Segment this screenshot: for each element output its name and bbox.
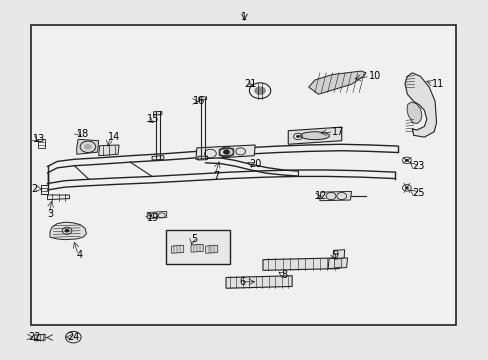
Circle shape (84, 144, 92, 150)
Polygon shape (404, 73, 436, 137)
Text: 14: 14 (108, 132, 121, 142)
Circle shape (64, 229, 69, 233)
Text: 5: 5 (191, 234, 197, 244)
Polygon shape (50, 222, 86, 240)
Circle shape (254, 86, 265, 95)
Polygon shape (34, 334, 45, 341)
Text: 22: 22 (28, 332, 41, 342)
Text: 10: 10 (368, 71, 380, 81)
Polygon shape (319, 192, 351, 201)
Text: 19: 19 (147, 212, 159, 222)
Polygon shape (219, 149, 233, 156)
Polygon shape (406, 102, 421, 123)
Polygon shape (77, 139, 99, 154)
Text: 24: 24 (67, 332, 79, 342)
Text: 17: 17 (331, 127, 344, 137)
Text: 4: 4 (77, 250, 82, 260)
Polygon shape (196, 145, 255, 159)
Polygon shape (287, 127, 341, 144)
Circle shape (404, 159, 408, 162)
Circle shape (295, 135, 299, 138)
Text: 11: 11 (431, 78, 443, 89)
Text: 20: 20 (249, 159, 261, 169)
Text: 23: 23 (411, 161, 424, 171)
Bar (30, 24, 455, 325)
Bar (165, 230, 229, 264)
Circle shape (69, 334, 77, 340)
Polygon shape (334, 258, 341, 267)
Text: 16: 16 (193, 96, 205, 107)
Text: 8: 8 (281, 270, 286, 280)
Text: 15: 15 (147, 114, 159, 124)
Polygon shape (205, 246, 217, 253)
Text: 25: 25 (411, 188, 424, 198)
Text: 18: 18 (77, 129, 89, 139)
Polygon shape (308, 71, 366, 94)
Polygon shape (191, 244, 203, 252)
Circle shape (223, 150, 229, 155)
Polygon shape (263, 258, 339, 270)
Text: 9: 9 (331, 250, 338, 260)
Text: 21: 21 (244, 78, 256, 89)
Text: 1: 1 (241, 13, 247, 22)
Polygon shape (327, 258, 347, 269)
Ellipse shape (300, 132, 329, 140)
Text: 13: 13 (33, 134, 45, 144)
Circle shape (404, 186, 408, 189)
Text: 3: 3 (47, 209, 54, 219)
Polygon shape (147, 211, 166, 219)
Polygon shape (225, 276, 291, 288)
Text: 2: 2 (32, 184, 38, 194)
Polygon shape (332, 249, 344, 258)
Polygon shape (171, 246, 183, 253)
Text: 7: 7 (212, 171, 219, 181)
Polygon shape (99, 145, 119, 156)
Text: 12: 12 (314, 191, 326, 201)
Text: 6: 6 (239, 277, 245, 287)
